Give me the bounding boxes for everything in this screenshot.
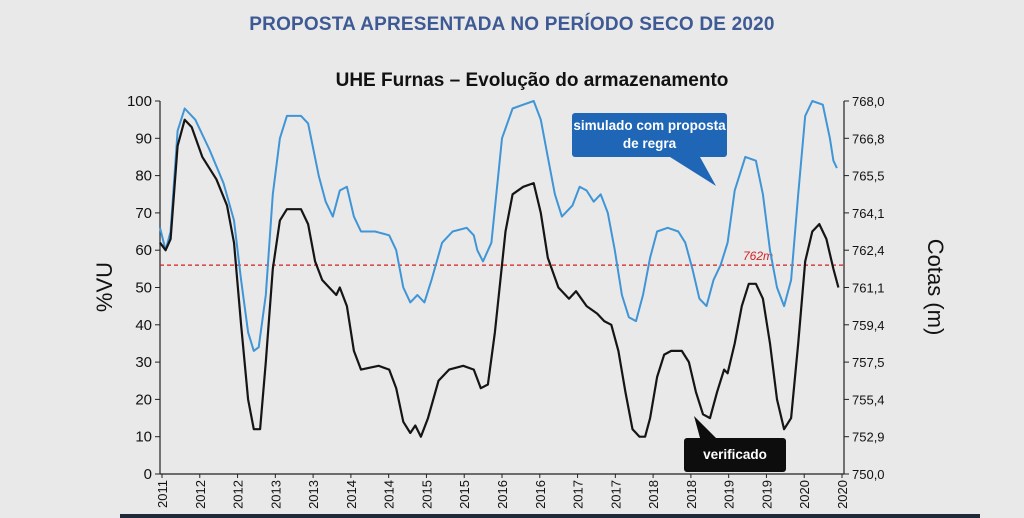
- x-tick-label: 2012: [193, 480, 208, 509]
- x-tick-label: 2017: [571, 480, 586, 509]
- y2-tick-label: 750,0: [852, 467, 885, 482]
- y-tick-label: 50: [135, 280, 152, 297]
- callout-simulado: simulado com proposta de regra: [572, 113, 727, 157]
- x-tick-label: 2017: [608, 480, 623, 509]
- axes: [159, 101, 845, 475]
- bottom-bar: [120, 514, 980, 518]
- y2-tick-label: 764,1: [852, 206, 885, 221]
- callout-verificado: verificado: [684, 438, 786, 472]
- y2-tick-label: 765,5: [852, 169, 885, 184]
- series-simulado-line: [159, 100, 838, 352]
- y2-tick-label: 757,5: [852, 355, 885, 370]
- x-tick-label: 2011: [155, 480, 170, 508]
- y-axis-label: %VU: [92, 262, 117, 312]
- y-tick-label: 60: [135, 242, 152, 259]
- x-tick-label: 2019: [759, 480, 774, 509]
- x-tick-label: 2018: [684, 480, 699, 509]
- y-tick-label: 30: [135, 354, 152, 371]
- x-tick-label: 2014: [382, 480, 397, 509]
- x-tick-label: 2016: [495, 480, 510, 509]
- x-tick-label: 2012: [231, 480, 246, 509]
- y2-tick-label: 762,4: [852, 243, 885, 258]
- y2-tick-label: 766,8: [852, 131, 885, 146]
- y-tick-label: 90: [135, 130, 152, 147]
- x-tick-label: 2015: [419, 480, 434, 509]
- y2-tick-label: 761,1: [852, 281, 885, 296]
- x-tick-label: 2014: [344, 480, 359, 509]
- y-tick-label: 10: [135, 429, 152, 446]
- y-tick-label: 100: [127, 93, 152, 110]
- y2-tick-label: 759,4: [852, 318, 885, 333]
- y2-axis-label: Cotas (m): [923, 239, 948, 336]
- y-tick-label: 40: [135, 317, 152, 334]
- x-tick-label: 2018: [646, 480, 661, 509]
- x-tick-label: 2019: [722, 480, 737, 509]
- y2-tick-label: 768,0: [852, 94, 885, 109]
- series-verificado-line: [159, 118, 840, 438]
- x-tick-label: 2013: [268, 480, 283, 509]
- x-tick-label: 2020: [835, 480, 850, 509]
- x-tick-label: 2020: [797, 480, 812, 509]
- ticks: 0 10 20 30 40 50 60 70 80 90 100 750,0 752,9 755,4 757…: [127, 93, 885, 509]
- y-tick-label: 70: [135, 205, 152, 222]
- chart-title: UHE Furnas – Evolução do armazenamento: [336, 70, 729, 91]
- y2-tick-label: 755,4: [852, 392, 885, 407]
- y2-tick-label: 752,9: [852, 430, 885, 445]
- reference-line-label: 762m: [743, 249, 773, 263]
- y-tick-label: 20: [135, 391, 152, 408]
- x-tick-label: 2013: [306, 480, 321, 509]
- y-tick-label: 80: [135, 168, 152, 185]
- y-tick-label: 0: [144, 466, 152, 483]
- x-tick-label: 2016: [533, 480, 548, 509]
- series-lines: [159, 100, 840, 438]
- x-tick-label: 2015: [457, 480, 472, 509]
- slide-title: PROPOSTA APRESENTADA NO PERÍODO SECO DE …: [249, 14, 775, 35]
